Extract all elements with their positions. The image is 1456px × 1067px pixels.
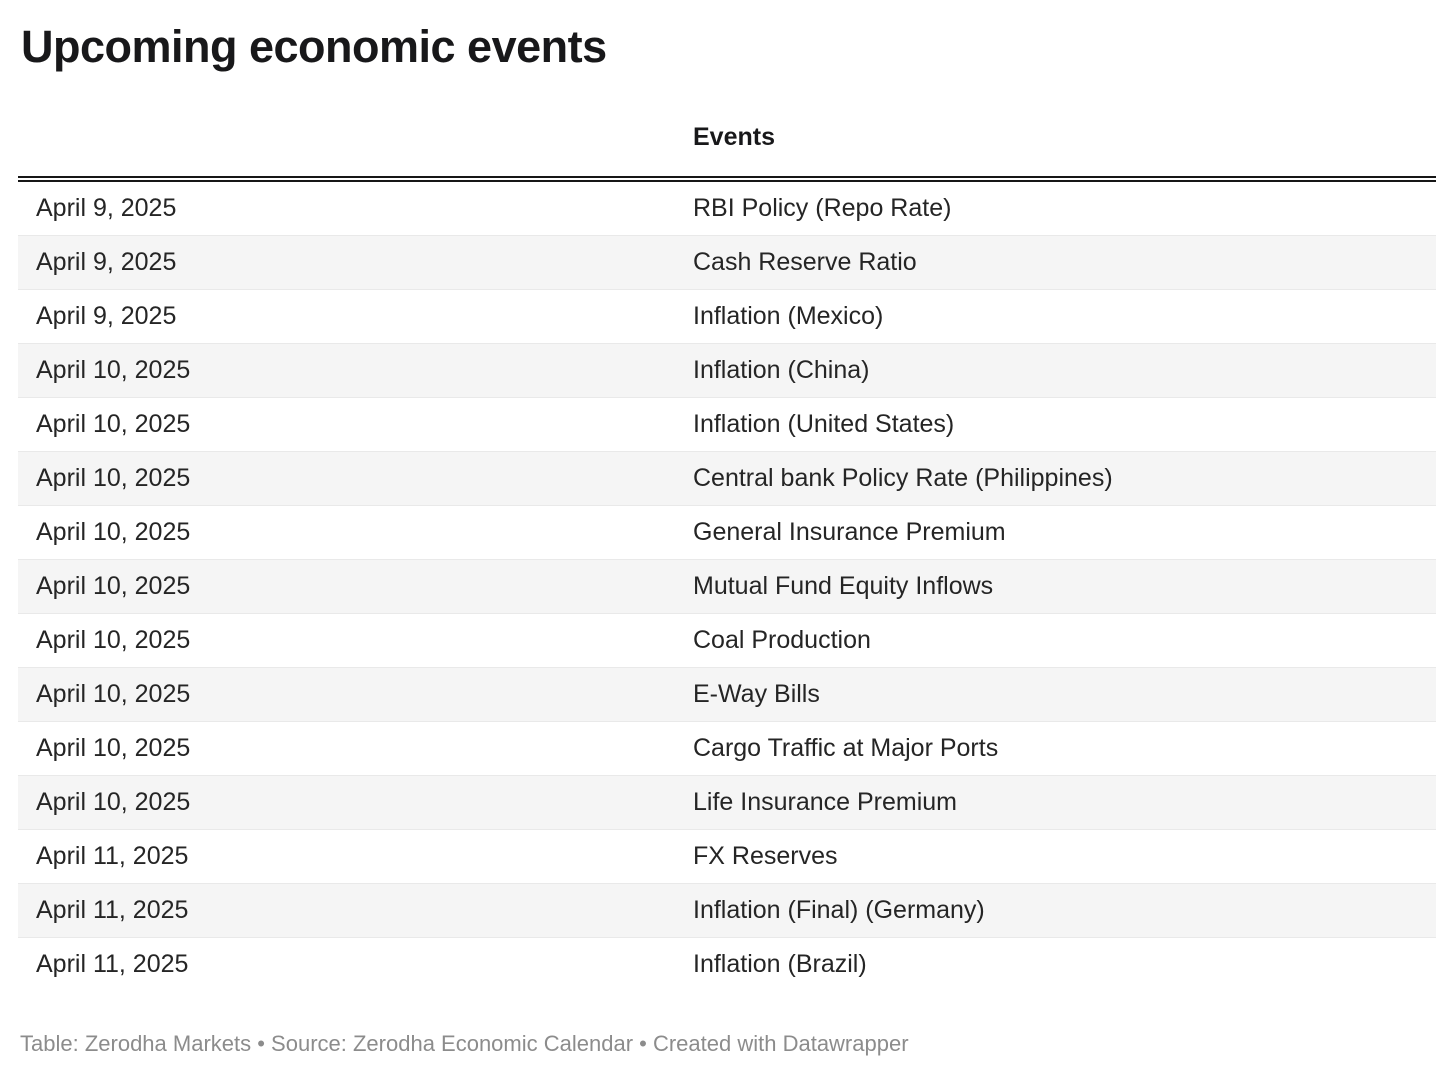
header-row: Events — [18, 118, 1436, 182]
date-column-header — [18, 118, 675, 182]
table-row: April 9, 2025 Cash Reserve Ratio — [18, 235, 1436, 290]
table-row: April 10, 2025 E-Way Bills — [18, 667, 1436, 722]
date-cell: April 10, 2025 — [18, 397, 675, 452]
table-row: April 10, 2025 Cargo Traffic at Major Por… — [18, 721, 1436, 776]
date-cell: April 10, 2025 — [18, 343, 675, 398]
event-cell: General Insurance Premium — [675, 505, 1436, 560]
event-cell: Cargo Traffic at Major Ports — [675, 721, 1436, 776]
table-body: April 9, 2025 RBI Policy (Repo Rate) April… — [18, 179, 1436, 991]
footer-text: • Source: — [251, 1031, 353, 1056]
footer-link[interactable]: Zerodha Economic Calendar — [352, 1031, 634, 1056]
event-cell: Central bank Policy Rate (Philippines) — [675, 451, 1436, 506]
event-cell: Cash Reserve Ratio — [675, 235, 1436, 290]
event-cell: Life Insurance Premium — [675, 775, 1436, 830]
footer-text: • Created with — [633, 1031, 783, 1056]
footer-text: Table: — [20, 1031, 85, 1056]
table-row: April 10, 2025 Coal Production — [18, 613, 1436, 668]
event-cell: E-Way Bills — [675, 667, 1436, 722]
date-cell: April 9, 2025 — [18, 289, 675, 344]
date-cell: April 10, 2025 — [18, 667, 675, 722]
date-cell: April 10, 2025 — [18, 613, 675, 668]
event-cell: Mutual Fund Equity Inflows — [675, 559, 1436, 614]
date-cell: April 11, 2025 — [18, 883, 675, 938]
date-cell: April 10, 2025 — [18, 775, 675, 830]
table-row: April 10, 2025 Inflation (United States) — [18, 397, 1436, 452]
events-table: Events April 9, 2025 RBI Policy (Repo Rat… — [18, 118, 1436, 991]
table-header: Events — [18, 118, 1436, 182]
table-row: April 10, 2025 Inflation (China) — [18, 343, 1436, 398]
attribution-footer: Table: Zerodha Markets • Source: Zerodha… — [20, 1031, 1436, 1057]
date-cell: April 10, 2025 — [18, 451, 675, 506]
date-cell: April 10, 2025 — [18, 721, 675, 776]
event-cell: Inflation (United States) — [675, 397, 1436, 452]
event-cell: Inflation (China) — [675, 343, 1436, 398]
footer-link[interactable]: Zerodha Markets — [84, 1031, 252, 1056]
event-cell: FX Reserves — [675, 829, 1436, 884]
event-cell: RBI Policy (Repo Rate) — [693, 194, 952, 222]
event-cell: Inflation (Mexico) — [675, 289, 1436, 344]
date-cell: April 9, 2025 — [18, 235, 675, 290]
events-column-header: Events — [675, 118, 1436, 182]
table-row: April 10, 2025 Life Insurance Premium — [18, 775, 1436, 830]
date-cell: April 10, 2025 — [18, 505, 675, 560]
table-row: April 9, 2025 Inflation (Mexico) — [18, 289, 1436, 344]
date-cell: April 11, 2025 — [18, 937, 675, 991]
event-cell: Inflation (Brazil) — [675, 937, 1436, 991]
date-cell: April 10, 2025 — [18, 559, 675, 614]
table-row: April 10, 2025 Mutual Fund Equity Inflows — [18, 559, 1436, 614]
event-cell: Inflation (Final) (Germany) — [675, 883, 1436, 938]
date-cell: April 11, 2025 — [18, 829, 675, 884]
table-row: April 9, 2025 RBI Policy (Repo Rate) — [18, 179, 1436, 236]
table-row: April 11, 2025 Inflation (Brazil) — [18, 937, 1436, 991]
footer-link[interactable]: Datawrapper — [782, 1031, 909, 1056]
date-cell: April 9, 2025 — [36, 194, 177, 222]
table-row: April 11, 2025 FX Reserves — [18, 829, 1436, 884]
page-title: Upcoming economic events — [21, 21, 607, 72]
event-cell: Coal Production — [675, 613, 1436, 668]
table-row: April 10, 2025 Central bank Policy Rate (… — [18, 451, 1436, 506]
table-row: April 10, 2025 General Insurance Premium — [18, 505, 1436, 560]
table-row: April 11, 2025 Inflation (Final) (Germany… — [18, 883, 1436, 938]
